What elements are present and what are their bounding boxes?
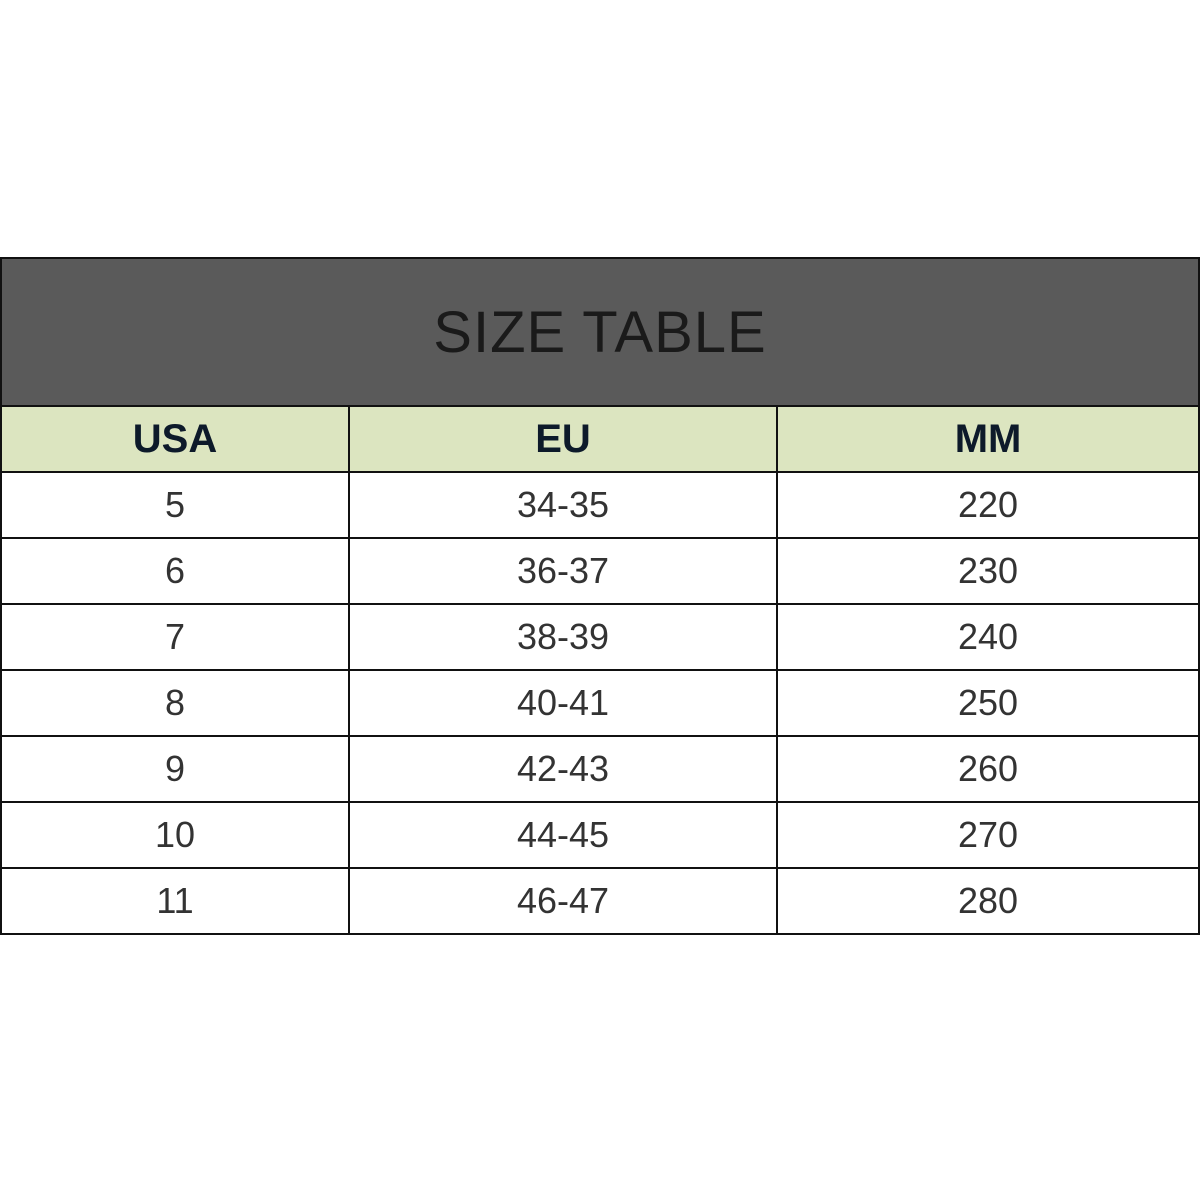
cell-mm: 240 xyxy=(775,603,1200,671)
table-row: 9 42-43 260 xyxy=(0,735,1200,803)
table-row: 7 38-39 240 xyxy=(0,603,1200,671)
header-usa: USA xyxy=(0,405,350,473)
cell-mm: 220 xyxy=(775,471,1200,539)
table-row: 11 46-47 280 xyxy=(0,867,1200,935)
header-mm: MM xyxy=(775,405,1200,473)
cell-mm: 250 xyxy=(775,669,1200,737)
table-row: 10 44-45 270 xyxy=(0,801,1200,869)
cell-eu: 44-45 xyxy=(348,801,778,869)
table-row: 5 34-35 220 xyxy=(0,471,1200,539)
cell-eu: 38-39 xyxy=(348,603,778,671)
cell-eu: 40-41 xyxy=(348,669,778,737)
cell-eu: 36-37 xyxy=(348,537,778,605)
size-table: SIZE TABLE USA EU MM 5 34-35 220 6 36-37 230 7… xyxy=(0,257,1200,935)
cell-mm: 270 xyxy=(775,801,1200,869)
cell-usa: 7 xyxy=(0,603,350,671)
table-title: SIZE TABLE xyxy=(0,257,1200,407)
cell-usa: 11 xyxy=(0,867,350,935)
cell-eu: 46-47 xyxy=(348,867,778,935)
cell-usa: 8 xyxy=(0,669,350,737)
cell-usa: 5 xyxy=(0,471,350,539)
cell-usa: 6 xyxy=(0,537,350,605)
cell-eu: 42-43 xyxy=(348,735,778,803)
cell-eu: 34-35 xyxy=(348,471,778,539)
header-row: USA EU MM xyxy=(0,405,1200,473)
cell-mm: 280 xyxy=(775,867,1200,935)
table-row: 8 40-41 250 xyxy=(0,669,1200,737)
header-eu: EU xyxy=(348,405,778,473)
table-row: 6 36-37 230 xyxy=(0,537,1200,605)
cell-usa: 9 xyxy=(0,735,350,803)
cell-mm: 260 xyxy=(775,735,1200,803)
cell-mm: 230 xyxy=(775,537,1200,605)
cell-usa: 10 xyxy=(0,801,350,869)
